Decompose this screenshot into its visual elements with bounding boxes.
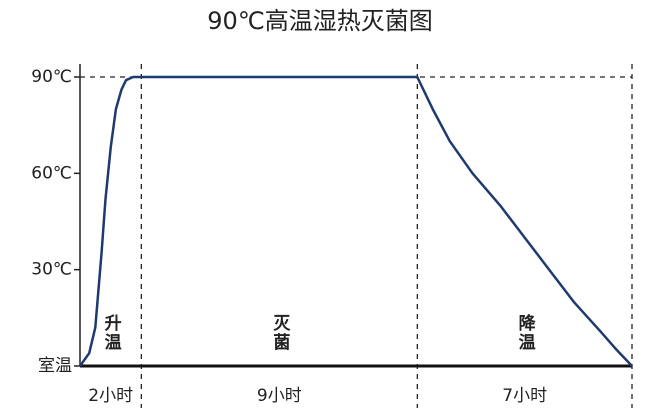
y-tick-label: 60℃ (31, 163, 72, 183)
phase-name: 灭菌 (269, 314, 291, 352)
y-tick-label: 90℃ (31, 67, 72, 87)
phase-name: 降温 (515, 313, 536, 352)
chart-title: 90℃高温湿热灭菌图 (207, 7, 433, 35)
phase-duration: 2小时 (88, 386, 133, 406)
phase-duration: 9小时 (257, 386, 302, 406)
phase-duration: 7小时 (502, 386, 547, 406)
phase-name: 升温 (101, 314, 122, 352)
y-tick-label: 30℃ (31, 260, 72, 280)
y-tick-label: 室温 (38, 356, 72, 376)
temperature-curve (78, 75, 633, 367)
